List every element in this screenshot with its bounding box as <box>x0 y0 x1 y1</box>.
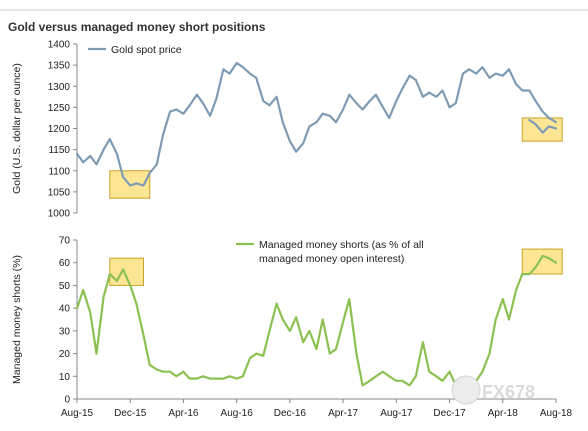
y-tick-label: 20 <box>59 349 71 360</box>
x-tick-label: Aug-16 <box>221 408 254 419</box>
x-tick-label: Aug-17 <box>380 408 413 419</box>
watermark: FX678 <box>451 375 535 405</box>
y-tick-label: 1400 <box>48 40 71 51</box>
series-line-1-2 <box>528 118 558 134</box>
x-tick-label: Dec-17 <box>433 408 466 419</box>
y-tick-label: 40 <box>59 304 71 315</box>
y-axis-label: Gold (U.S. dollar per ounce) <box>11 63 23 194</box>
y-tick-label: 1200 <box>48 124 71 135</box>
x-tick-label: Aug-15 <box>61 408 94 419</box>
highlight-box-2 <box>521 117 563 142</box>
y-tick-label: 10 <box>59 372 71 383</box>
y-tick-label: 30 <box>59 326 71 337</box>
y-tick-label: 1000 <box>48 209 71 220</box>
legend-label: managed money open interest) <box>259 253 404 265</box>
watermark-logo <box>451 375 481 405</box>
x-tick-label: Dec-16 <box>274 408 307 419</box>
x-tick-label: Dec-15 <box>114 408 147 419</box>
highlight-box-1 <box>109 257 145 286</box>
y-tick-label: 60 <box>59 258 71 269</box>
x-axis: Aug-15 Dec-15 Apr-16 Aug-16 Dec-16 Apr-17 Aug-… <box>61 398 573 419</box>
x-tick-label: Apr-16 <box>168 408 198 419</box>
y-tick-label: 1350 <box>48 61 71 72</box>
x-tick-label: Apr-18 <box>488 408 518 419</box>
y-tick-label: 1050 <box>48 187 71 198</box>
y-tick-label: 1100 <box>48 166 70 177</box>
y-tick-label: 1300 <box>48 82 71 93</box>
y-tick-label: 1150 <box>48 145 70 156</box>
y-tick-label: 70 <box>59 236 71 247</box>
legend-label: Managed money shorts (as % of all <box>259 239 424 251</box>
y-axis-label: Managed money shorts (%) <box>11 255 23 384</box>
y-tick-label: 50 <box>59 281 71 292</box>
gold-price-panel: 1000 1050 1100 1150 1200 1250 1300 1350 1400 Gold… <box>11 40 563 220</box>
y-tick-label: 1250 <box>48 103 71 114</box>
chart-title: Gold versus managed money short position… <box>8 20 266 34</box>
legend-label: Gold spot price <box>111 44 182 56</box>
x-tick-label: Aug-18 <box>540 408 573 419</box>
watermark-text: FX678 <box>482 382 535 402</box>
x-tick-label: Apr-17 <box>328 408 358 419</box>
series-line-1-1 <box>75 61 558 187</box>
y-tick-label: 0 <box>64 395 70 406</box>
